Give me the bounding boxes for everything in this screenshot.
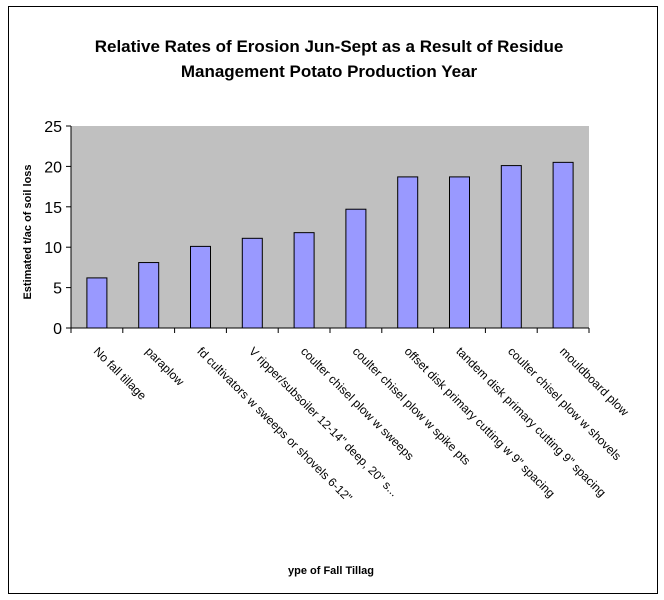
y-tick-label-0: 0 [53, 321, 62, 338]
y-axis-title: Estimated t/ac of soil loss [22, 164, 34, 299]
bar-4 [241, 237, 263, 329]
y-ticks-layer: 0 5 10 15 20 25 [44, 119, 71, 338]
chart-title-line-1: Relative Rates of Erosion Jun-Sept as a … [95, 37, 564, 56]
x-category-label-1: No fall tillage [91, 344, 150, 403]
x-category-label-2: paraplow [143, 344, 188, 389]
bar-9 [500, 165, 522, 329]
bar-10 [552, 161, 574, 329]
chart-title-line-2: Management Potato Production Year [181, 62, 478, 81]
bar-8 [449, 176, 470, 329]
bar-7 [397, 176, 419, 329]
y-tick-label-2: 10 [44, 240, 62, 257]
y-tick-label-5: 25 [44, 119, 62, 136]
y-tick-label-4: 20 [44, 159, 62, 176]
bar-5 [293, 232, 315, 329]
bar-3 [190, 245, 211, 329]
x-axis-title: ype of Fall Tillag [288, 565, 374, 577]
y-tick-label-3: 15 [44, 200, 62, 217]
bar-2 [138, 262, 160, 329]
bar-1 [86, 277, 108, 329]
bar-6 [345, 208, 367, 329]
y-tick-label-1: 5 [53, 281, 62, 298]
bar-chart: Relative Rates of Erosion Jun-Sept as a … [22, 37, 632, 577]
chart-frame: Relative Rates of Erosion Jun-Sept as a … [8, 6, 658, 594]
bars-layer [86, 161, 574, 329]
